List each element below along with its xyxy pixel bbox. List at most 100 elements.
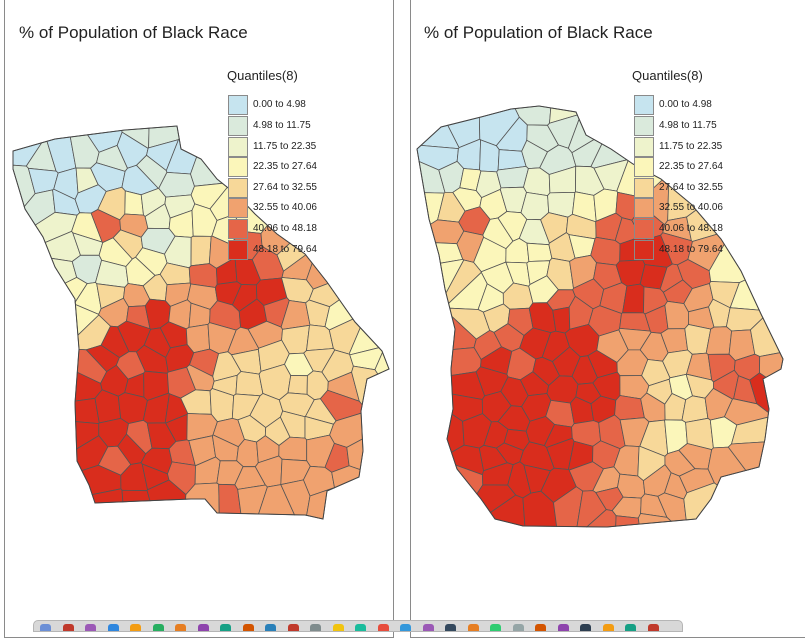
dock-app-icon[interactable] — [62, 624, 74, 631]
dock-app-icon[interactable] — [287, 624, 299, 631]
legend-row: 22.35 to 27.64 — [228, 157, 378, 177]
dock-app-icon[interactable] — [220, 624, 231, 631]
dock-app-icon[interactable] — [310, 624, 321, 631]
legend-label: 4.98 to 11.75 — [253, 120, 311, 131]
legend-swatch — [634, 95, 654, 115]
legend-label: 32.55 to 40.06 — [659, 202, 723, 213]
legend-swatch — [228, 198, 248, 218]
county-polygon — [705, 326, 733, 355]
legend-label: 22.35 to 27.64 — [659, 161, 723, 172]
legend-label: 32.55 to 40.06 — [253, 202, 317, 213]
legend-swatch — [634, 116, 654, 136]
county-polygon — [235, 371, 264, 397]
legend-label: 0.00 to 4.98 — [253, 99, 306, 110]
map-panel-left: % of Population of Black Race Quantiles(… — [4, 0, 394, 638]
county-polygon — [520, 191, 550, 221]
county-polygon — [614, 395, 645, 421]
dock-app-icon[interactable] — [152, 624, 164, 631]
dock-app-icon[interactable] — [580, 624, 591, 631]
dock-app-icon[interactable] — [130, 624, 141, 631]
legend-swatch — [228, 157, 248, 177]
county-polygon — [121, 489, 151, 503]
legend-row: 27.64 to 32.55 — [634, 178, 784, 198]
georgia-choropleth-map-left — [12, 125, 390, 520]
dock-app-icon[interactable] — [602, 624, 614, 631]
legend-swatch — [634, 157, 654, 177]
legend-row: 32.55 to 40.06 — [228, 198, 378, 218]
dock-app-icon[interactable] — [332, 624, 344, 631]
legend-row: 40.06 to 48.18 — [228, 219, 378, 239]
legend-swatch — [228, 116, 248, 136]
legend-label: 0.00 to 4.98 — [659, 99, 712, 110]
county-polygon — [190, 235, 212, 267]
legend-swatch — [228, 137, 248, 157]
dock-app-icon[interactable] — [175, 624, 186, 631]
legend-label: 22.35 to 27.64 — [253, 161, 317, 172]
dock-app-icon[interactable] — [40, 624, 51, 631]
legend-swatch — [228, 219, 248, 239]
county-polygon — [287, 375, 308, 395]
legend-title: Quantiles(8) — [632, 68, 703, 83]
legend-label: 40.06 to 48.18 — [659, 223, 723, 234]
county-polygon — [664, 300, 689, 330]
county-polygon — [526, 242, 553, 262]
legend-label: 48.18 to 79.64 — [253, 244, 317, 255]
dock-app-icon[interactable] — [422, 624, 434, 631]
county-polygon — [124, 190, 144, 216]
county-polygon — [496, 165, 529, 189]
dock-app-icon[interactable] — [445, 624, 456, 631]
legend-swatch — [228, 240, 248, 260]
state-outline — [416, 105, 784, 528]
legend-label: 4.98 to 11.75 — [659, 120, 717, 131]
dock-app-icon[interactable] — [535, 624, 546, 631]
county-polygon — [552, 306, 571, 334]
legend-label: 40.06 to 48.18 — [253, 223, 317, 234]
county-polygon — [523, 167, 551, 197]
legend-row: 11.75 to 22.35 — [634, 137, 784, 157]
dock-app-icon[interactable] — [107, 624, 119, 631]
legend-row: 48.18 to 79.64 — [228, 240, 378, 260]
county-polygon — [218, 483, 242, 514]
legend-row: 48.18 to 79.64 — [634, 240, 784, 260]
legend-label: 11.75 to 22.35 — [253, 141, 317, 152]
county-polygon — [681, 395, 709, 423]
legend-swatch — [634, 240, 654, 260]
dock-app-icon[interactable] — [377, 624, 389, 631]
state-outline — [12, 125, 390, 520]
legend-label: 27.64 to 32.55 — [659, 182, 723, 193]
county-polygon — [117, 392, 148, 425]
legend-swatch — [634, 198, 654, 218]
county-polygon — [190, 156, 224, 187]
legend-row: 0.00 to 4.98 — [634, 95, 784, 115]
dock-app-icon[interactable] — [512, 624, 524, 631]
dock-app-icon[interactable] — [400, 624, 411, 631]
legend-swatch — [228, 95, 248, 115]
dock-bar — [33, 620, 683, 632]
legend-swatch — [228, 178, 248, 198]
legend-row: 11.75 to 22.35 — [228, 137, 378, 157]
legend-row: 40.06 to 48.18 — [634, 219, 784, 239]
county-polygon — [759, 352, 784, 378]
map-panel-right: % of Population of Black Race Quantiles(… — [410, 0, 805, 638]
dock-app-icon[interactable] — [85, 624, 96, 631]
dock-app-icon[interactable] — [467, 624, 479, 631]
legend-row: 4.98 to 11.75 — [634, 116, 784, 136]
map-title: % of Population of Black Race — [19, 23, 248, 42]
dock-app-icon[interactable] — [197, 624, 209, 631]
county-polygon — [188, 263, 218, 288]
legend-row: 27.64 to 32.55 — [228, 178, 378, 198]
legend-label: 27.64 to 32.55 — [253, 182, 317, 193]
dock-app-icon[interactable] — [625, 624, 636, 631]
legend-swatch — [634, 178, 654, 198]
legend-label: 48.18 to 79.64 — [659, 244, 723, 255]
dock-app-icon[interactable] — [355, 624, 366, 631]
dock-app-icon[interactable] — [557, 624, 569, 631]
dock-app-icon[interactable] — [647, 624, 659, 631]
legend-swatch — [634, 219, 654, 239]
dock-app-icon[interactable] — [242, 624, 254, 631]
legend-row: 32.55 to 40.06 — [634, 198, 784, 218]
dock-app-icon[interactable] — [265, 624, 276, 631]
legend-row: 22.35 to 27.64 — [634, 157, 784, 177]
legend-label: 11.75 to 22.35 — [659, 141, 723, 152]
dock-app-icon[interactable] — [490, 624, 501, 631]
